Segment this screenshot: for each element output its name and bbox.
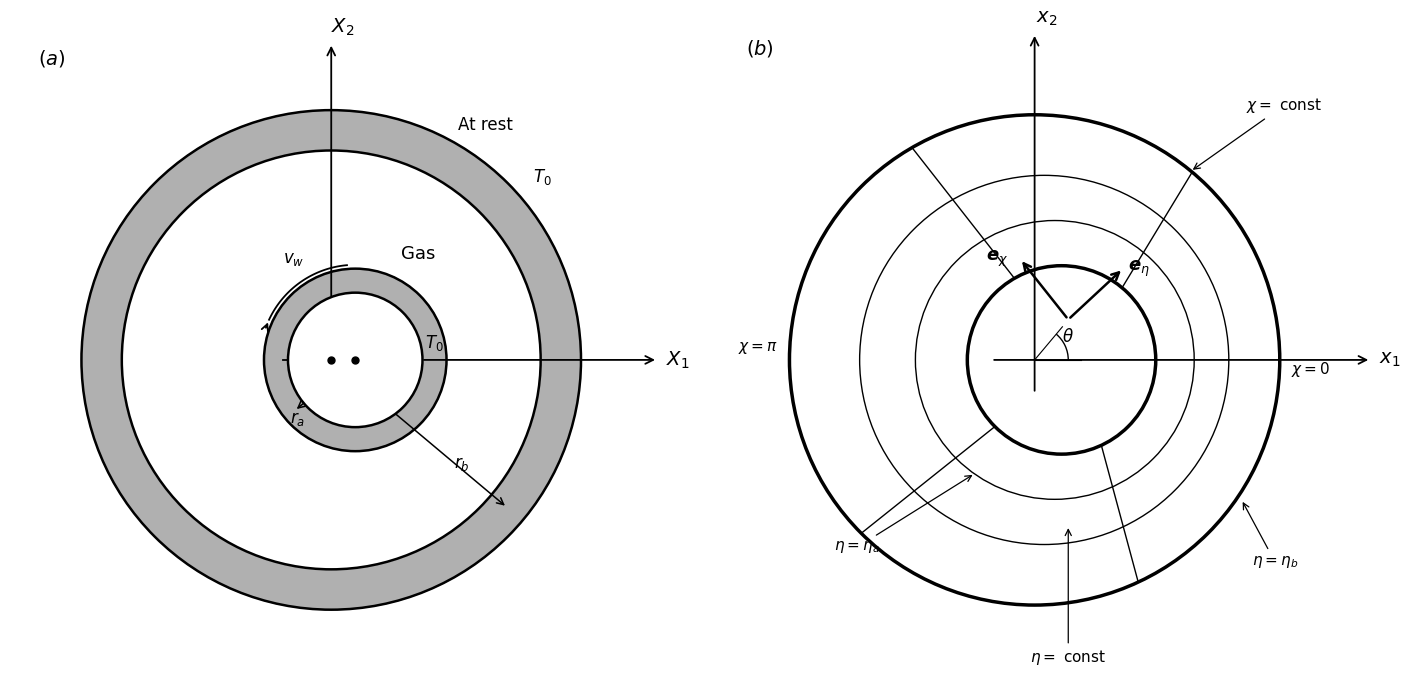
- Text: $r_a$: $r_a$: [290, 410, 306, 428]
- Text: $x_2$: $x_2$: [1036, 9, 1057, 28]
- Text: $v_w$: $v_w$: [283, 249, 304, 267]
- Text: $\boldsymbol{e}_\eta$: $\boldsymbol{e}_\eta$: [1128, 258, 1150, 278]
- Text: $X_1$: $X_1$: [665, 349, 689, 370]
- Text: $\theta$: $\theta$: [1061, 328, 1073, 346]
- Circle shape: [288, 293, 422, 427]
- Text: $\boldsymbol{e}_\chi$: $\boldsymbol{e}_\chi$: [986, 249, 1009, 269]
- Circle shape: [81, 110, 581, 609]
- Circle shape: [122, 151, 540, 569]
- Text: $\chi = 0$: $\chi = 0$: [1292, 360, 1330, 379]
- Text: $\eta = \eta_b$: $\eta = \eta_b$: [1243, 503, 1299, 570]
- Text: $T_0$: $T_0$: [425, 332, 445, 352]
- Text: Gas: Gas: [401, 245, 435, 263]
- Text: At rest: At rest: [458, 115, 513, 133]
- Text: $(b)$: $(b)$: [746, 38, 774, 59]
- Text: $(a)$: $(a)$: [38, 48, 65, 68]
- Text: $r_b$: $r_b$: [455, 455, 470, 473]
- Circle shape: [264, 269, 446, 451]
- Text: $T_0$: $T_0$: [533, 167, 551, 187]
- Text: $\eta =$ const: $\eta =$ const: [1030, 529, 1107, 668]
- Text: $e_c$: $e_c$: [334, 321, 352, 339]
- Text: $\eta = \eta_a$: $\eta = \eta_a$: [834, 475, 972, 556]
- Text: $\chi = \pi$: $\chi = \pi$: [737, 341, 777, 357]
- Text: $\chi =$ const: $\chi =$ const: [1194, 95, 1323, 169]
- Text: $x_1$: $x_1$: [1378, 350, 1400, 370]
- Text: $X_2$: $X_2$: [331, 17, 354, 38]
